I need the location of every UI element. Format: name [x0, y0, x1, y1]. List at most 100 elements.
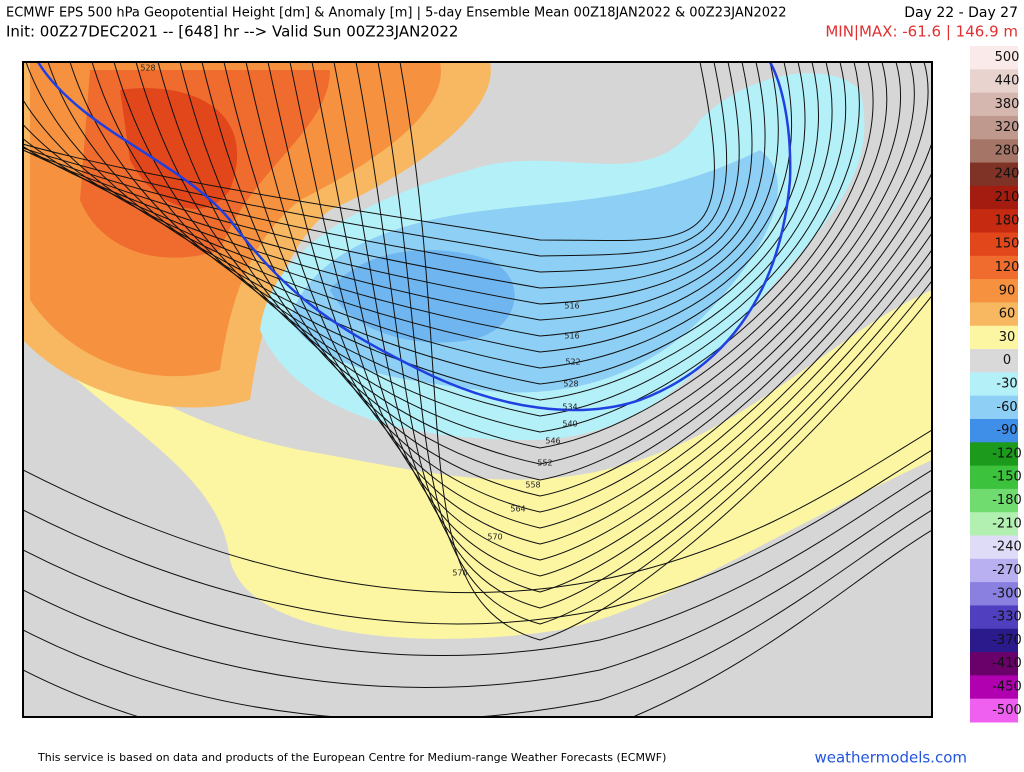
contour-label: 564 [510, 505, 525, 514]
colorbar-label: 0 [1003, 353, 1011, 368]
colorbar-swatch [970, 302, 1018, 327]
colorbar-label: -90 [996, 423, 1017, 438]
contour-line [245, 62, 932, 529]
contour-line [23, 62, 728, 257]
contour-line [23, 62, 715, 242]
anomaly-positive-band [23, 290, 932, 639]
contour-line [23, 62, 779, 321]
colorbar-label: -150 [992, 470, 1022, 485]
contour-line [333, 62, 932, 593]
colorbar-swatch [970, 92, 1018, 117]
contour-label: 528 [563, 380, 578, 389]
colorbar-swatch [970, 162, 1018, 187]
colorbar-swatch [970, 255, 1018, 280]
colorbar-label: -210 [992, 516, 1022, 531]
colorbar-label: -180 [992, 493, 1022, 508]
contour-line [23, 469, 932, 656]
colorbar-label: 210 [995, 190, 1020, 205]
contour-line [23, 62, 793, 337]
colorbar-label: 240 [995, 167, 1020, 182]
colorbar-swatch [970, 372, 1018, 397]
contour-line [113, 62, 874, 433]
contour-line [69, 62, 847, 401]
contour-line [91, 62, 860, 417]
contour-line [23, 509, 932, 717]
contour-line [25, 62, 819, 369]
contour-label: 570 [487, 533, 502, 542]
colorbar-swatch [970, 652, 1018, 676]
colorbar-swatch [970, 46, 1018, 70]
colorbar-label: -500 [992, 703, 1022, 718]
contour-line [135, 62, 888, 449]
colorbar-swatch [970, 209, 1018, 233]
contour-line [23, 529, 932, 717]
colorbar-swatch [970, 675, 1018, 700]
colorbar-label: -270 [992, 563, 1022, 578]
colorbar-swatch [970, 698, 1018, 723]
colorbar-label: 90 [999, 283, 1016, 298]
contour-label: 516 [564, 332, 579, 341]
colorbar-label: -410 [992, 656, 1022, 671]
contour-label: 522 [565, 358, 580, 367]
colorbar-label: 120 [995, 260, 1020, 275]
contour-line [23, 62, 740, 273]
contour-540 [36, 62, 792, 412]
credit: This service is based on data and produc… [37, 751, 666, 764]
contour-line [23, 62, 806, 353]
title: ECMWF EPS 500 hPa Geopotential Height [d… [6, 6, 787, 21]
colorbar-label: -300 [992, 586, 1022, 601]
contour-line [47, 62, 833, 385]
colorbar-label: 60 [999, 307, 1016, 322]
colorbar-swatch [970, 512, 1018, 537]
contour-line [355, 62, 932, 609]
contour-line [223, 62, 932, 513]
colorbar-swatch [970, 349, 1018, 373]
contour-label: 516 [564, 302, 579, 311]
colorbar-label: -120 [992, 446, 1022, 461]
contour-line [23, 429, 932, 594]
colorbar-label: -370 [992, 633, 1022, 648]
site-link[interactable]: weathermodels.com [814, 749, 967, 767]
minmax: MIN|MAX: -61.6 | 146.9 m [825, 23, 1018, 41]
colorbar-label: 180 [995, 213, 1020, 228]
colorbar-swatch [970, 605, 1018, 630]
contour-line [23, 62, 766, 305]
colorbar-label: 440 [995, 73, 1020, 88]
contour-line [23, 449, 932, 625]
colorbar-label: -240 [992, 540, 1022, 555]
colorbar-swatch [970, 488, 1018, 513]
contour-line [311, 62, 932, 577]
contour-line [377, 62, 932, 625]
colorbar-label: -60 [996, 400, 1017, 415]
contour-line [179, 62, 915, 481]
colorbar-label: -330 [992, 610, 1022, 625]
init: Init: 00Z27DEC2021 -- [648] hr --> Valid… [6, 23, 458, 41]
colorbar-swatch [970, 115, 1018, 140]
colorbar-swatch [970, 442, 1018, 467]
colorbar-label: 320 [995, 120, 1020, 135]
anomaly-positive [120, 88, 238, 209]
contour-label: 528 [140, 64, 155, 73]
days: Day 22 - Day 27 [904, 5, 1018, 21]
colorbar-swatch [970, 395, 1018, 420]
colorbar-swatch [970, 69, 1018, 94]
contour-label: 540 [562, 420, 577, 429]
map-frame [22, 61, 933, 718]
colorbar-swatch [970, 232, 1018, 257]
colorbar-swatch [970, 558, 1018, 583]
contour-line [399, 62, 932, 641]
colorbar-label: 500 [995, 50, 1020, 65]
colorbar-label: 30 [999, 330, 1016, 345]
colorbar-swatch [970, 279, 1018, 303]
contour-label: 534 [562, 403, 577, 412]
contour-label: 576 [452, 569, 467, 578]
contour-label: 552 [537, 459, 552, 468]
contour-line [23, 62, 753, 289]
colorbar-label: -30 [996, 377, 1017, 392]
colorbar-swatch [970, 582, 1018, 606]
colorbar-swatch [970, 628, 1018, 653]
colorbar-label: 150 [995, 237, 1020, 252]
colorbar-swatch [970, 325, 1018, 350]
